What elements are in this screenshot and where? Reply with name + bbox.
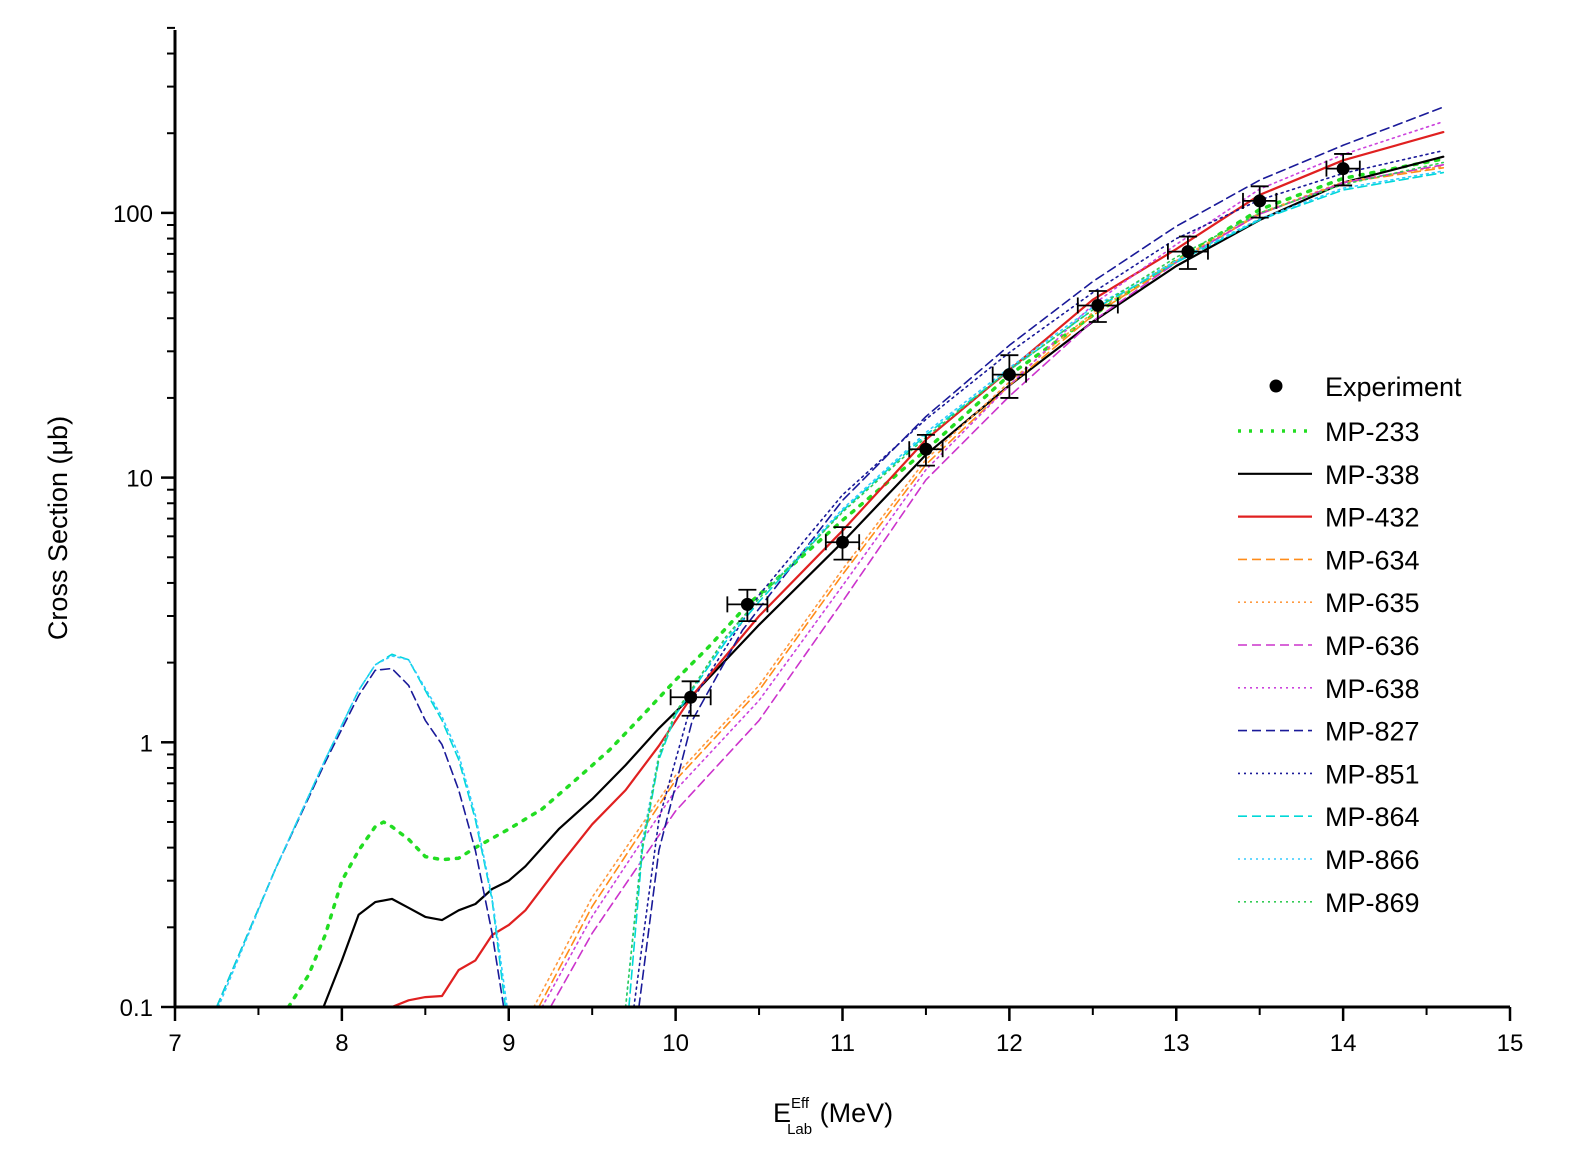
experiment-marker bbox=[1181, 245, 1195, 259]
series-line-mp-636 bbox=[549, 164, 1445, 1007]
legend-item-mp-866: MP-866 bbox=[1238, 845, 1420, 875]
y-axis-title: Cross Section (μb) bbox=[43, 416, 73, 640]
experiment-marker bbox=[684, 690, 698, 704]
series-line-mp-432 bbox=[390, 131, 1445, 1007]
legend-item-mp-634: MP-634 bbox=[1238, 545, 1420, 575]
legend-item-experiment: Experiment bbox=[1269, 372, 1462, 402]
experiment-marker bbox=[919, 442, 933, 456]
x-tick-label: 11 bbox=[830, 1030, 855, 1057]
legend-label: MP-634 bbox=[1325, 545, 1420, 575]
legend-label: MP-338 bbox=[1325, 460, 1420, 490]
experiment-marker bbox=[740, 597, 754, 611]
legend-item-mp-233: MP-233 bbox=[1238, 417, 1420, 447]
legend-label: MP-851 bbox=[1325, 759, 1420, 789]
x-tick-label: 7 bbox=[168, 1030, 181, 1057]
experiment-point bbox=[1076, 290, 1119, 323]
y-tick-label: 1 bbox=[140, 730, 153, 757]
y-tick-label: 100 bbox=[113, 201, 153, 228]
x-axis-title-sup: Eff bbox=[791, 1095, 810, 1112]
legend-item-mp-338: MP-338 bbox=[1238, 460, 1420, 490]
legend-item-mp-636: MP-636 bbox=[1238, 631, 1420, 661]
legend-label: MP-827 bbox=[1325, 717, 1420, 747]
y-tick-label: 0.1 bbox=[120, 995, 153, 1022]
experiment-point bbox=[824, 526, 861, 561]
legend-label: MP-638 bbox=[1325, 674, 1420, 704]
series-line-mp-638 bbox=[541, 120, 1445, 1007]
x-tick-label: 12 bbox=[996, 1030, 1023, 1057]
legend-label: MP-636 bbox=[1325, 631, 1420, 661]
x-tick-label: 15 bbox=[1497, 1030, 1524, 1057]
x-axis-title-main: E bbox=[773, 1098, 791, 1128]
experiment-point bbox=[1325, 153, 1361, 187]
experiment-point bbox=[1242, 185, 1278, 219]
series-line-mp-864 bbox=[215, 171, 1445, 1007]
experiment-marker bbox=[1002, 368, 1016, 382]
experiment-point bbox=[1167, 235, 1209, 270]
legend-item-mp-869: MP-869 bbox=[1238, 888, 1420, 918]
series-curves bbox=[215, 106, 1446, 1007]
x-tick-label: 14 bbox=[1330, 1030, 1357, 1057]
legend-label: MP-866 bbox=[1325, 845, 1420, 875]
experiment-marker bbox=[1336, 162, 1350, 176]
y-tick-label: 10 bbox=[126, 466, 153, 493]
legend: Experiment MP-233 MP-338 MP-432 MP-634 MP-635… bbox=[1238, 372, 1462, 918]
series-line-mp-869 bbox=[624, 161, 1445, 1007]
series-line-mp-338 bbox=[322, 155, 1445, 1007]
legend-label: MP-233 bbox=[1325, 417, 1420, 447]
legend-label: MP-869 bbox=[1325, 888, 1420, 918]
x-axis-title-sub: Lab bbox=[787, 1121, 812, 1138]
x-tick-label: 8 bbox=[335, 1030, 348, 1057]
x-tick-label: 9 bbox=[502, 1030, 515, 1057]
legend-item-mp-864: MP-864 bbox=[1238, 802, 1420, 832]
legend-label: MP-432 bbox=[1325, 503, 1420, 533]
legend-item-mp-638: MP-638 bbox=[1238, 674, 1420, 704]
legend-item-mp-432: MP-432 bbox=[1238, 503, 1420, 533]
series-line-mp-233 bbox=[286, 157, 1446, 1007]
legend-item-mp-851: MP-851 bbox=[1238, 759, 1420, 789]
series-line-mp-851 bbox=[633, 149, 1445, 1007]
legend-label: MP-864 bbox=[1325, 802, 1420, 832]
legend-label: MP-635 bbox=[1325, 588, 1420, 618]
experiment-marker bbox=[836, 535, 849, 549]
x-tick-label: 10 bbox=[662, 1030, 689, 1057]
series-line-mp-635 bbox=[533, 165, 1445, 1007]
experiment-point bbox=[908, 433, 944, 467]
legend-marker bbox=[1269, 379, 1283, 393]
series-line-mp-827 bbox=[215, 106, 1445, 1007]
experiment-marker bbox=[1253, 194, 1267, 208]
experiment-marker bbox=[1091, 298, 1105, 312]
x-axis-title: EEff Lab (MeV) bbox=[773, 1095, 893, 1138]
series-line-mp-866 bbox=[217, 170, 1445, 1007]
x-axis-title-unit: (MeV) bbox=[812, 1098, 893, 1128]
experiment-point bbox=[669, 680, 712, 717]
experiment-point bbox=[726, 588, 769, 622]
legend-item-mp-635: MP-635 bbox=[1238, 588, 1420, 618]
x-tick-label: 13 bbox=[1163, 1030, 1190, 1057]
experiment-points bbox=[669, 153, 1361, 717]
axes: 7 8 9 10 11 12 13 14 15 0.1 1 10 100 bbox=[113, 26, 1524, 1057]
series-line-mp-634 bbox=[538, 167, 1445, 1007]
legend-item-mp-827: MP-827 bbox=[1238, 717, 1420, 747]
legend-label: Experiment bbox=[1325, 372, 1462, 402]
experiment-point bbox=[991, 354, 1027, 399]
